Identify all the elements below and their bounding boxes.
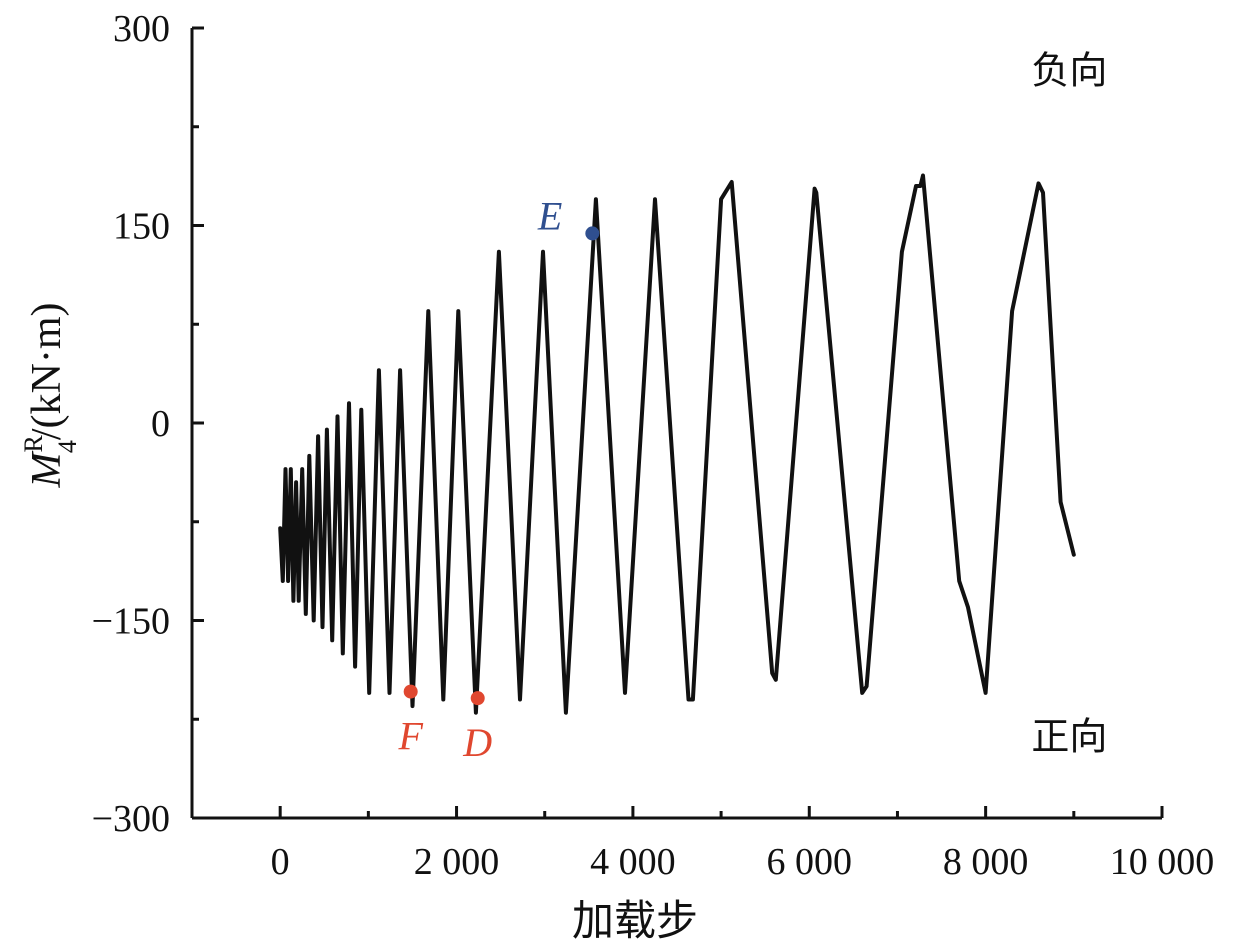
point-D bbox=[470, 691, 485, 706]
y-tick-label: 150 bbox=[113, 206, 170, 248]
series-layer bbox=[278, 173, 1076, 715]
annotation-0: 负向 bbox=[1031, 48, 1107, 92]
series-line-0 bbox=[278, 173, 1076, 715]
y-tick-label: −150 bbox=[92, 601, 170, 643]
x-tick-label: 8 000 bbox=[943, 841, 1029, 883]
x-tick-label: 10 000 bbox=[1110, 841, 1215, 883]
y-tick-label: −300 bbox=[92, 798, 170, 840]
point-F bbox=[403, 684, 418, 699]
points-layer: E F D bbox=[397, 193, 600, 765]
y-axis-subscript: 4 bbox=[53, 440, 82, 453]
y-axis-title: MR 4/(kN·m) bbox=[19, 303, 82, 489]
y-axis-superscript: R bbox=[19, 434, 48, 452]
point-label-D: D bbox=[462, 720, 492, 765]
y-tick-label: 0 bbox=[151, 403, 170, 445]
ticks: −300 −150 0 150 300 0 2 000 4 000 6 000 8 000 10 0… bbox=[92, 8, 1215, 883]
x-tick-label: 4 000 bbox=[590, 841, 676, 883]
x-tick-label: 2 000 bbox=[414, 841, 500, 883]
point-label-E: E bbox=[537, 193, 562, 238]
point-label-F: F bbox=[397, 714, 423, 759]
x-tick-label: 0 bbox=[271, 841, 290, 883]
annotation-1: 正向 bbox=[1031, 715, 1107, 759]
x-axis-title: 加载步 bbox=[572, 896, 698, 945]
point-E bbox=[585, 226, 600, 241]
y-tick-label: 300 bbox=[113, 8, 170, 50]
y-axis-symbol: M bbox=[24, 450, 70, 488]
x-tick-label: 6 000 bbox=[767, 841, 853, 883]
y-axis-unit: /(kN·m) bbox=[24, 303, 70, 441]
